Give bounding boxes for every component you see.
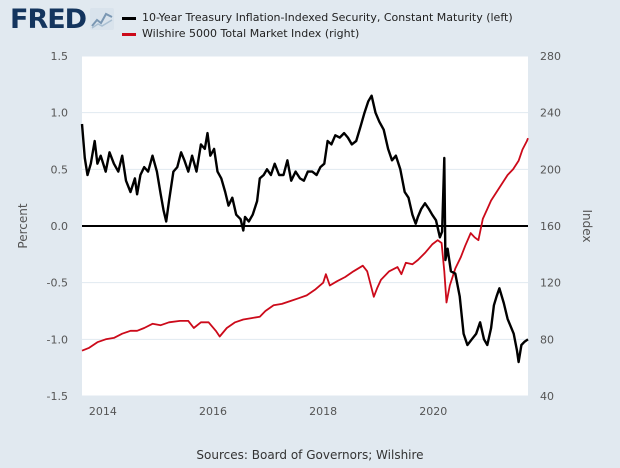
legend-swatch-tips — [122, 16, 136, 20]
legend-swatch-wilshire — [122, 32, 136, 36]
right-y-axis: 280 240 200 160 120 80 40 — [540, 50, 561, 403]
x-tick-label: 2016 — [199, 405, 227, 418]
x-tick-label: 2018 — [309, 405, 337, 418]
legend-label-wilshire: Wilshire 5000 Total Market Index (right) — [142, 27, 360, 40]
left-tick-label: 1.0 — [51, 107, 69, 120]
right-tick-label: 80 — [540, 333, 554, 346]
chart-header: FRED 10-Year Treasury Inflation-Indexed … — [0, 0, 620, 50]
left-tick-label: 1.5 — [51, 50, 69, 63]
left-tick-label: 0.5 — [51, 163, 69, 176]
source-note: Sources: Board of Governors; Wilshire — [196, 448, 424, 462]
x-axis: 2014 2016 2018 2020 — [89, 405, 447, 418]
x-tick-label: 2014 — [89, 405, 117, 418]
left-tick-label: -1.5 — [47, 390, 68, 403]
series-line-tips — [80, 94, 529, 364]
series-line-wilshire — [81, 137, 529, 352]
right-tick-label: 280 — [540, 50, 561, 63]
right-tick-label: 40 — [540, 390, 554, 403]
right-tick-label: 120 — [540, 277, 561, 290]
series-lines — [80, 94, 529, 364]
left-tick-label: 0.0 — [51, 220, 69, 233]
left-y-axis: 1.5 1.0 0.5 0.0 -0.5 -1.0 -1.5 — [47, 50, 68, 403]
right-axis-title: Index — [580, 209, 594, 242]
right-tick-label: 160 — [540, 220, 561, 233]
x-tick-label: 2020 — [419, 405, 447, 418]
legend-label-tips: 10-Year Treasury Inflation-Indexed Secur… — [142, 11, 513, 24]
left-tick-label: -0.5 — [47, 277, 68, 290]
chart-legend: 10-Year Treasury Inflation-Indexed Secur… — [122, 10, 513, 42]
fred-logo[interactable]: FRED — [10, 4, 87, 35]
legend-item-wilshire[interactable]: Wilshire 5000 Total Market Index (right) — [122, 26, 513, 42]
left-tick-label: -1.0 — [47, 333, 68, 346]
chart-logo-icon — [90, 8, 114, 30]
legend-item-tips[interactable]: 10-Year Treasury Inflation-Indexed Secur… — [122, 10, 513, 26]
right-tick-label: 240 — [540, 107, 561, 120]
right-tick-label: 200 — [540, 163, 561, 176]
left-axis-title: Percent — [16, 203, 30, 248]
